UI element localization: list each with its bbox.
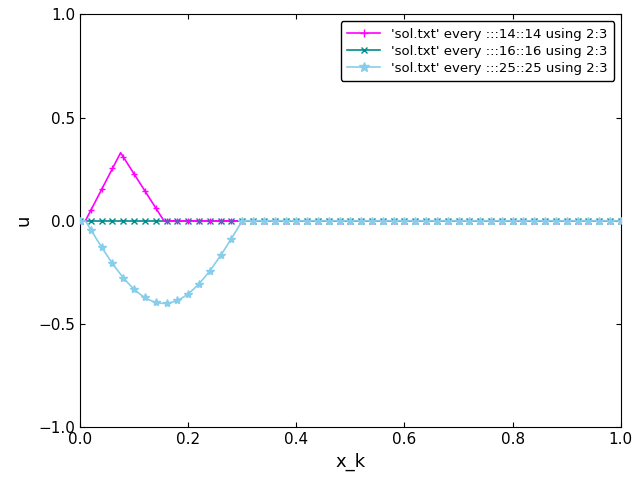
Y-axis label: u: u [15,215,33,227]
X-axis label: x_k: x_k [335,453,365,471]
Legend: 'sol.txt' every :::14::14 using 2:3, 'sol.txt' every :::16::16 using 2:3, 'sol.t: 'sol.txt' every :::14::14 using 2:3, 'so… [341,21,614,81]
